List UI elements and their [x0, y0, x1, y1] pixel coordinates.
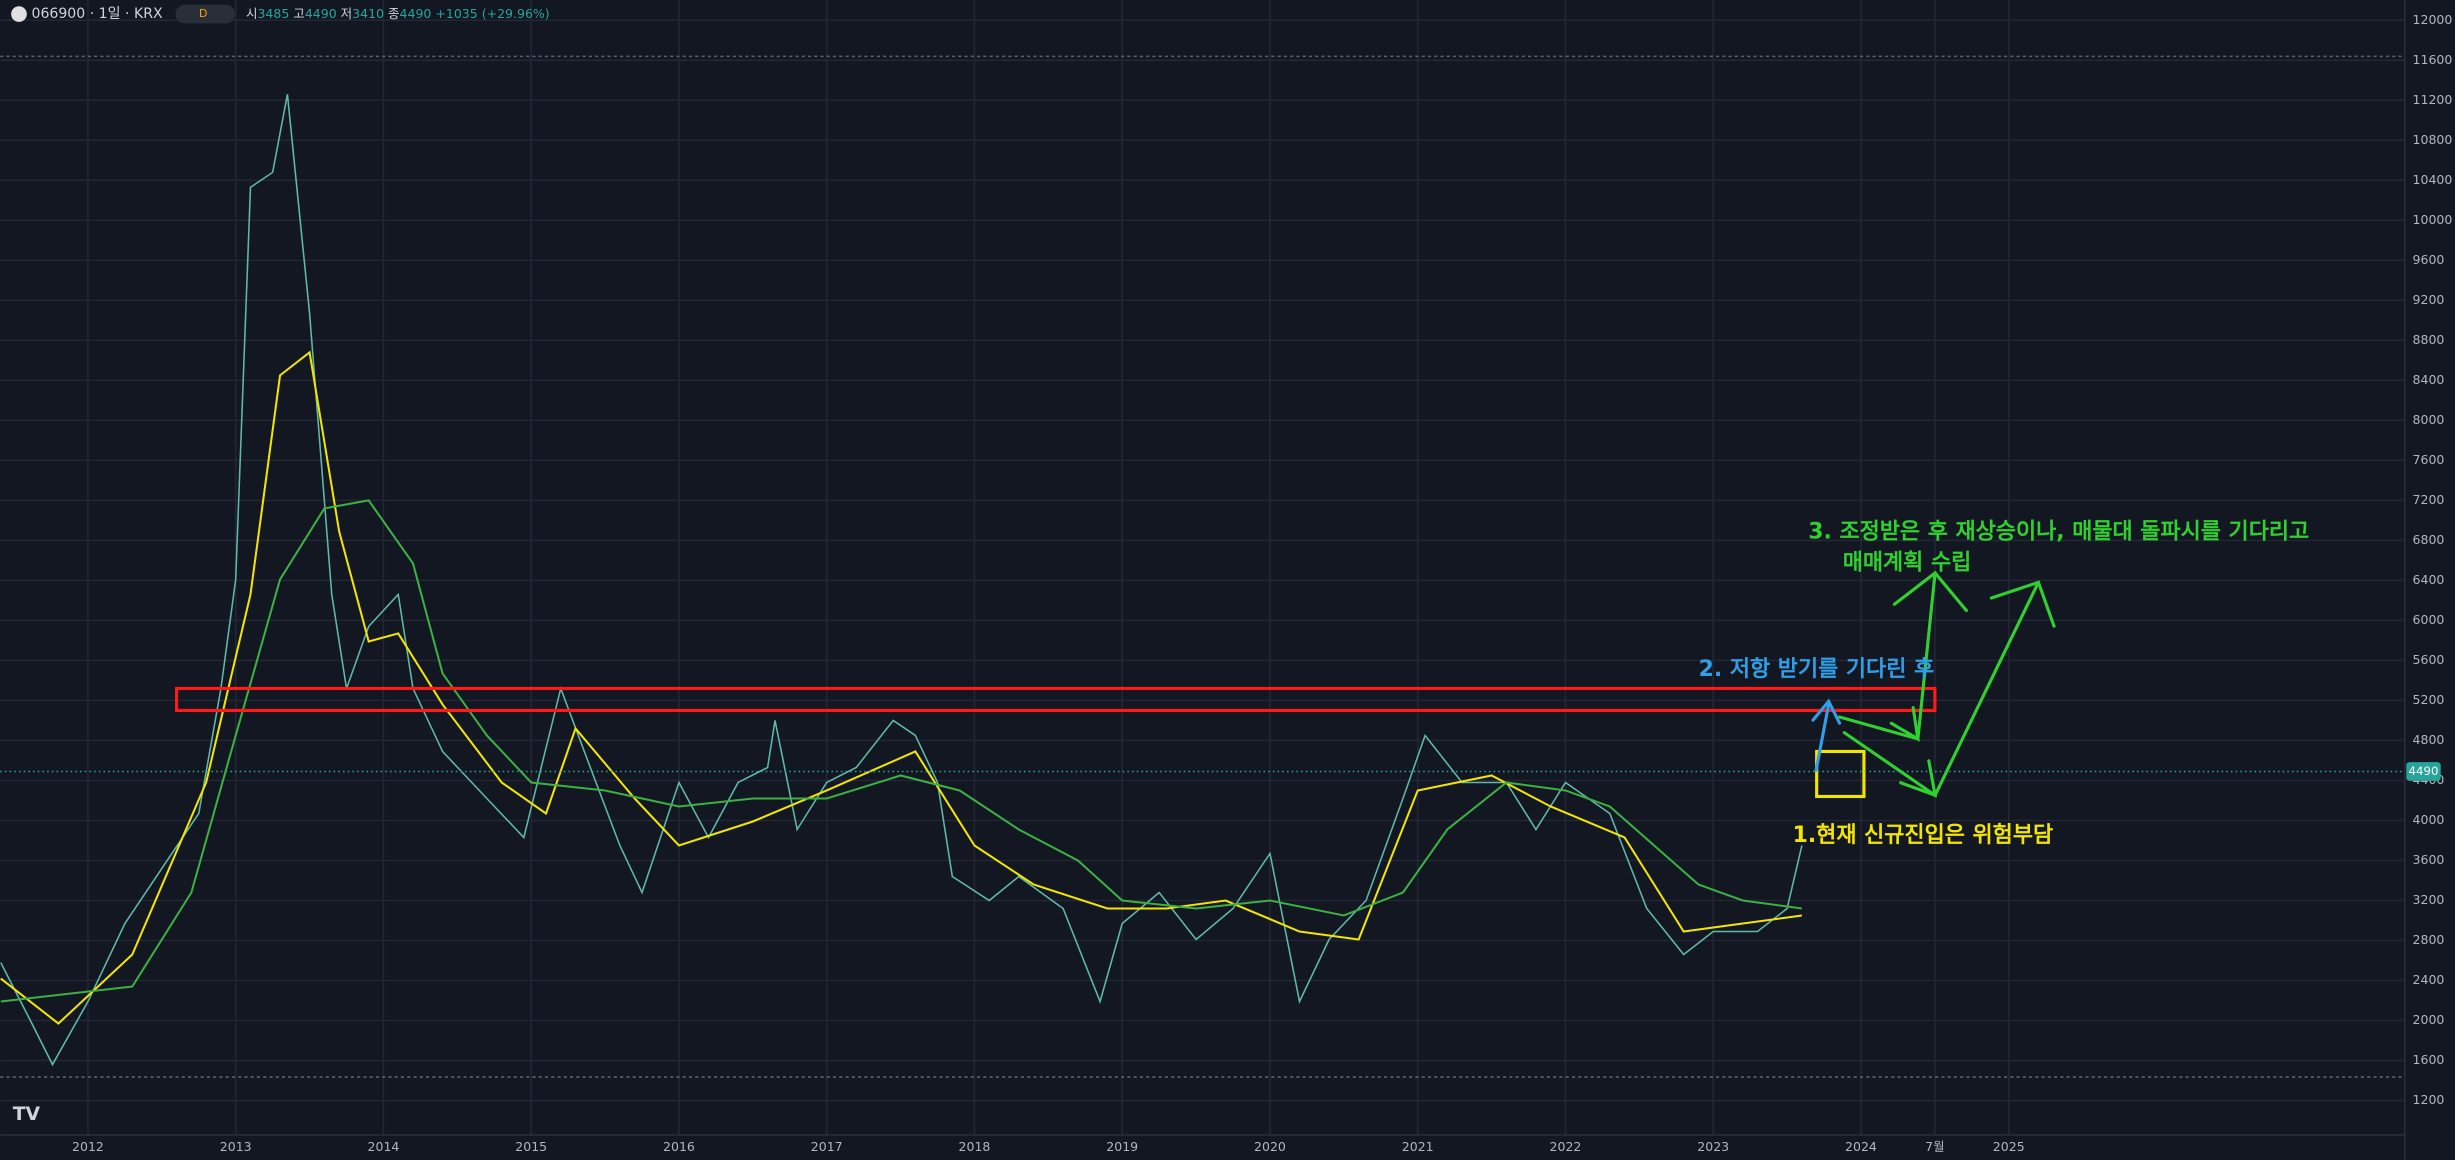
y-tick-label: 6000 [2413, 612, 2445, 627]
open-label: 시 [246, 6, 258, 21]
high-label: 고 [293, 6, 305, 21]
ohlc: 시3485 고4490 저3410 종4490 +1035 (+29.96%) [246, 6, 550, 21]
logo: TV [13, 1104, 41, 1125]
y-tick-label: 7600 [2413, 452, 2445, 467]
x-tick-label: 2013 [220, 1139, 252, 1154]
arrow-head [1892, 570, 1968, 613]
y-tick-label: 6400 [2413, 572, 2445, 587]
x-tick-label: 2019 [1106, 1139, 1138, 1154]
x-tick-label: 2023 [1697, 1139, 1729, 1154]
y-tick-label: 2800 [2413, 932, 2445, 947]
x-tick-label: 2014 [368, 1139, 400, 1154]
annotation: 2. 저항 받기를 기다린 후 [1699, 657, 1934, 682]
change: +1035 (+29.96%) [435, 6, 549, 21]
arrows [1811, 570, 2056, 798]
x-tick-label: 2016 [663, 1139, 695, 1154]
y-tick-label: 9600 [2413, 252, 2445, 267]
low-label: 저 [341, 6, 353, 21]
arrow-head [1811, 698, 1842, 725]
highlight-box [1815, 749, 1866, 799]
x-tick-label: 2012 [72, 1139, 104, 1154]
x-tick-label: 7월 [1925, 1139, 1944, 1154]
y-tick-label: 4000 [2413, 812, 2445, 827]
grid [0, 0, 2405, 1135]
high: 4490 [305, 6, 337, 21]
x-tick-label: 2020 [1254, 1139, 1286, 1154]
plot [0, 94, 1937, 1067]
y-tick-label: 3200 [2413, 892, 2445, 907]
badges [175, 4, 236, 24]
price-tag-label: 4490 [2409, 764, 2439, 778]
arrow-head [1889, 706, 1920, 742]
badge: D [199, 7, 207, 20]
y-tick-label: 10000 [2413, 212, 2453, 227]
y-tick-label: 1200 [2413, 1092, 2445, 1107]
y-tick-label: 5200 [2413, 692, 2445, 707]
y-tick-label: 11600 [2413, 52, 2453, 67]
y-tick-label: 2400 [2413, 972, 2445, 987]
close-label: 종 [388, 6, 400, 21]
arrow [1814, 702, 1831, 772]
y-tick-label: 8400 [2413, 372, 2445, 387]
arrow-head [1989, 580, 2056, 628]
y-tick-label: 7200 [2413, 492, 2445, 507]
x-tick-label: 2025 [1993, 1139, 2025, 1154]
y-tick-label: 8000 [2413, 412, 2445, 427]
symbol-icon [11, 6, 27, 22]
low: 3410 [352, 6, 384, 21]
y-tick-label: 11200 [2413, 92, 2453, 107]
y-tick-label: 1600 [2413, 1052, 2445, 1067]
price-tag [2406, 762, 2441, 781]
y-tick-label: 8800 [2413, 332, 2445, 347]
symbol: 066900 · 1일 · KRX [31, 6, 163, 22]
annotation: 매매계획 수립 [1843, 551, 1972, 576]
x-tick-label: 2024 [1845, 1139, 1877, 1154]
arrow-head [1899, 759, 1938, 798]
annotation: 1.현재 신규진입은 위험부담 [1793, 822, 2054, 848]
y-tick-label: 10400 [2413, 172, 2453, 187]
y-tick-label: 3600 [2413, 852, 2445, 867]
y-tick-label: 10800 [2413, 132, 2453, 147]
y-tick-label: 4800 [2413, 732, 2445, 747]
y-tick-label: 6800 [2413, 532, 2445, 547]
x-tick-label: 2015 [515, 1139, 547, 1154]
x-tick-label: 2022 [1550, 1139, 1582, 1154]
x-tick-label: 2021 [1402, 1139, 1434, 1154]
y-tick-label: 5600 [2413, 652, 2445, 667]
x-tick-label: 2017 [811, 1139, 843, 1154]
resistance-zone [175, 686, 1937, 713]
close: 4490 [400, 6, 432, 21]
y-tick-label: 12000 [2413, 12, 2453, 27]
series-line [0, 94, 1803, 1067]
y-tick-label: 2000 [2413, 1012, 2445, 1027]
series-line [0, 350, 1803, 1025]
y-tick-label: 9200 [2413, 292, 2445, 307]
annotation: 3. 조정받은 후 재상승이나, 매물대 돌파시를 기다리고 [1808, 519, 2309, 544]
open: 3485 [257, 6, 289, 21]
x-tick-label: 2018 [959, 1139, 991, 1154]
series-line [0, 499, 1803, 1003]
